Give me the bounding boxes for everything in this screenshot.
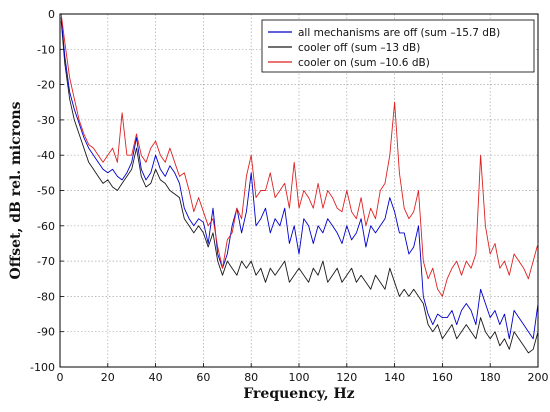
x-tick-label: 80 [244, 371, 258, 384]
y-tick-label: -20 [37, 79, 55, 92]
series-line-1 [60, 21, 539, 354]
legend-entry: cooler off (sum –13 dB) [298, 42, 420, 54]
series-line-2 [60, 13, 539, 297]
x-tick-label: 60 [196, 371, 210, 384]
x-tick-label: 160 [432, 371, 453, 384]
legend-items: all mechanisms are off (sum –15.7 dB) coo… [268, 27, 500, 69]
y-tick-label: -80 [37, 290, 55, 303]
series-line-0 [60, 17, 539, 340]
y-tick-label: -60 [37, 220, 55, 233]
y-tick-label: -40 [37, 149, 55, 162]
legend-entry: cooler on (sum –10.6 dB) [298, 57, 430, 69]
series-layer [60, 13, 539, 354]
y-tick-label: -10 [37, 43, 55, 56]
y-tick-label: 0 [48, 8, 55, 21]
legend-box [261, 19, 535, 73]
y-tick-label: -50 [37, 185, 55, 198]
x-tick-label: 200 [528, 371, 549, 384]
y-axis-label: Offset, dB rel. microns [8, 101, 24, 279]
x-tick-label: 20 [101, 371, 115, 384]
x-axis-ticks: 0 20 40 60 80 100 120 140 160 180 200 [57, 363, 549, 384]
legend: all mechanisms are off (sum –15.7 dB) coo… [261, 19, 535, 73]
x-axis-label: Frequency, Hz [243, 386, 354, 402]
x-tick-label: 40 [149, 371, 163, 384]
x-tick-label: 0 [57, 371, 64, 384]
y-tick-label: -70 [37, 255, 55, 268]
y-tick-label: -100 [30, 361, 55, 374]
y-tick-label: -90 [37, 326, 55, 339]
x-tick-label: 140 [384, 371, 405, 384]
y-tick-label: -30 [37, 114, 55, 127]
y-axis-ticks: 0 -10 -20 -30 -40 -50 -60 -70 -80 -90 -100 [30, 8, 64, 374]
x-tick-label: 100 [289, 371, 310, 384]
x-tick-label: 120 [336, 371, 357, 384]
x-tick-label: 180 [480, 371, 501, 384]
legend-entry: all mechanisms are off (sum –15.7 dB) [298, 27, 500, 39]
